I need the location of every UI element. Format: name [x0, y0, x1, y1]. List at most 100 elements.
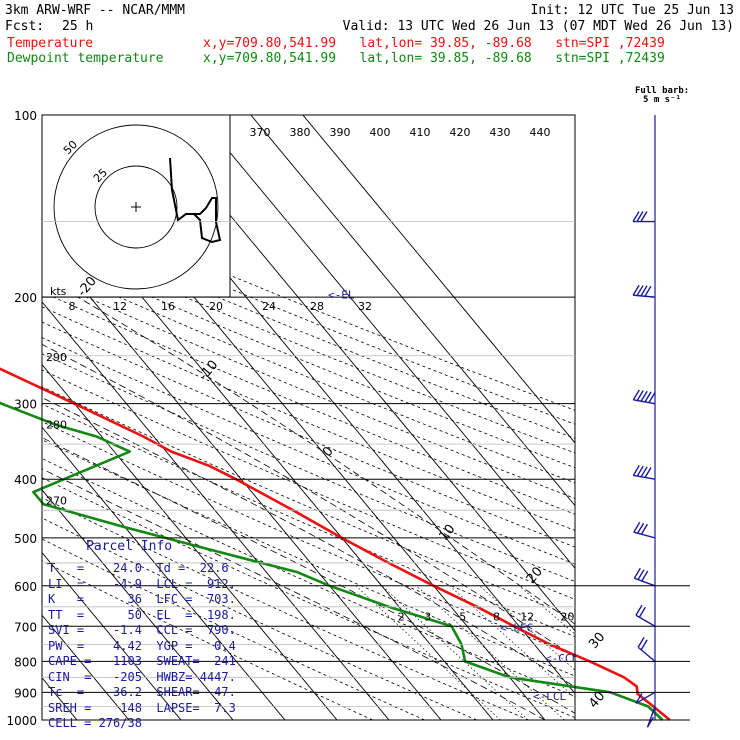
wind-barb-shaft: [633, 399, 656, 405]
level-marker: <-CCL: [545, 652, 578, 665]
legend-dewpoint: Dewpoint temperature: [7, 51, 164, 66]
hodograph-speed-label: 8: [69, 300, 76, 313]
legend-dewpoint-info: x,y=709.80,541.99 lat,lon= 39.85, -89.68…: [203, 51, 665, 66]
wind-barb-flag: [640, 390, 648, 402]
wind-barb-flag: [632, 389, 640, 401]
wind-barb-flag: [636, 211, 644, 222]
hodograph-speed-label: 16: [161, 300, 175, 313]
wind-barb-flag: [637, 636, 645, 648]
pressure-tick-label: 700: [14, 620, 37, 634]
hodograph-speed-label: 20: [209, 300, 223, 313]
parcel-info-row: Tc = 36.2 SHEAR= 47.: [48, 685, 236, 699]
mixing-ratio-line: [416, 585, 565, 720]
model-title: 3km ARW-WRF -- NCAR/MMM: [5, 3, 186, 18]
hodograph-speed-label: 12: [113, 300, 127, 313]
isotherm-line: [42, 301, 390, 720]
pressure-tick-label: 600: [14, 580, 37, 594]
wind-barb-flag: [648, 392, 656, 403]
isotherm-line: [42, 614, 130, 720]
parcel-info-row: CIN = -205 HWBZ= 4447.: [48, 669, 236, 684]
wind-barb-shaft: [633, 531, 656, 539]
isotherm-line: [42, 551, 182, 720]
valid-time: Valid: 13 UTC Wed 26 Jun 13 (07 MDT Wed …: [342, 19, 734, 34]
wind-barb-flag: [636, 465, 644, 477]
mixing-ratio-label: 5: [459, 610, 466, 623]
isotherm-line: [302, 115, 575, 444]
parcel-info-row: TT = 50 EL = 198.: [48, 607, 236, 622]
mixing-ratio-line: [355, 585, 501, 720]
parcel-info-row: K = 36 LFC = 703.: [48, 592, 236, 606]
hodograph-speed-label: 24: [262, 300, 276, 313]
level-marker: <-LCL: [533, 690, 566, 703]
pressure-tick-label: 900: [14, 686, 37, 700]
parcel-info-row: SREH = 148 LAPSE= 7.3: [48, 700, 236, 715]
wind-barbs: [632, 115, 656, 728]
theta-left-label: 270: [46, 494, 67, 507]
theta-label: 400: [370, 126, 391, 139]
wind-barb-shaft: [633, 294, 656, 298]
pressure-tick-label: 200: [14, 291, 37, 305]
mixing-ratio-label: 12: [520, 610, 534, 623]
parcel-info-panel: Parcel Info T = 24.0 Td = 22.6 LI = -4.9 …: [42, 537, 236, 730]
wind-barb-flag: [633, 521, 641, 533]
theta-label: 440: [530, 126, 551, 139]
isotherm-line: [198, 115, 575, 569]
pressure-tick-label: 800: [14, 655, 37, 669]
isotherm-line: [250, 115, 575, 507]
theta-label: 390: [330, 126, 351, 139]
parcel-info-row: CELL = 276/38: [48, 716, 142, 730]
wind-barb-flag: [640, 639, 648, 651]
isotherm-label: 0: [320, 444, 337, 460]
wind-barb-shaft: [633, 474, 656, 480]
wind-barb-shaft: [634, 577, 656, 587]
wind-barb-flag: [636, 285, 644, 296]
theta-label: 430: [490, 126, 511, 139]
legend-temperature: Temperature: [7, 36, 94, 51]
wind-barb-flag: [646, 716, 655, 728]
wind-barb-flag: [635, 692, 643, 704]
isotherm-line: [42, 363, 338, 720]
mixing-ratio-label: 8: [493, 610, 500, 623]
isotherm-line: [146, 115, 575, 632]
isotherm-label: 30: [586, 630, 608, 652]
parcel-info-row: T = 24.0 Td = 22.6: [48, 561, 229, 575]
dewpoint-curve: [0, 401, 664, 721]
pressure-tick-label: 300: [14, 398, 37, 412]
wind-barb-flag: [641, 570, 649, 582]
wind-barb-flag: [640, 466, 648, 478]
theta-label: 370: [250, 126, 271, 139]
forecast-hour: 25 h: [62, 19, 94, 34]
mixing-ratio-line: [381, 585, 529, 720]
moist-adiabat: [42, 468, 546, 720]
hodograph-unit: kts: [50, 285, 67, 298]
temperature-curve: [0, 367, 671, 722]
parcel-info-row: CAPE = 1103 SWEAT= 241: [48, 654, 236, 668]
wind-barb-flag: [644, 391, 652, 403]
hodograph-speed-label: 28: [310, 300, 324, 313]
parcel-info-row: LI = -4.9 LCL = 912.: [48, 576, 236, 591]
wind-barb-flag: [637, 569, 645, 580]
hodograph-trace: [169, 157, 222, 244]
wind-barb-flag: [636, 390, 644, 401]
forecast-label: Fcst:: [5, 19, 45, 34]
wind-barb-shaft: [635, 614, 656, 627]
pressure-tick-label: 400: [14, 473, 37, 487]
barb-key-label: Full barb:: [635, 86, 690, 96]
wind-barb-flag: [638, 606, 646, 618]
theta-left-label: 280: [46, 419, 67, 432]
pressure-tick-label: 100: [14, 109, 37, 123]
legend-temperature-info: x,y=709.80,541.99 lat,lon= 39.85, -89.68…: [203, 36, 665, 51]
moist-adiabat: [42, 397, 575, 688]
level-marker: <-LFC: [500, 621, 533, 634]
pressure-tick-label: 500: [14, 532, 37, 546]
hodograph-speed-label: 32: [358, 300, 372, 313]
wind-barb-shaft: [635, 691, 656, 704]
wind-barb-flag: [640, 211, 648, 222]
theta-left-label: 290: [46, 351, 67, 364]
theta-label: 410: [410, 126, 431, 139]
level-marker: <-EL: [328, 288, 355, 301]
wind-barb-flag: [632, 211, 640, 222]
barb-key-units: 5 m s⁻¹: [643, 95, 681, 105]
